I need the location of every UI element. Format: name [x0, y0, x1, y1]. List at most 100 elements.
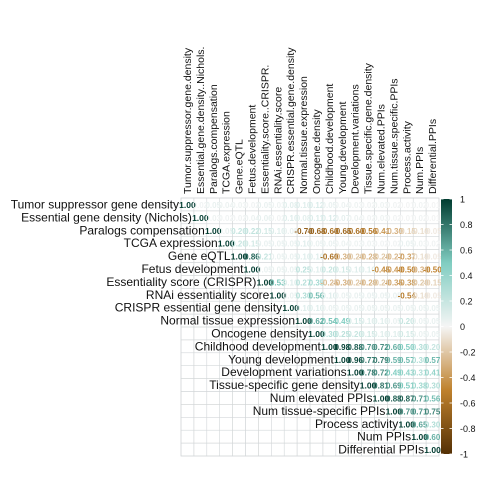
cell-value: 1.00: [179, 200, 196, 210]
column-label: RNAi.essentiality.score: [272, 87, 284, 194]
cell-value: 0.02: [231, 214, 247, 223]
cell-value: 0.88: [386, 394, 402, 403]
cell-value: 0.15: [399, 330, 415, 339]
colorbar-tick-label: 0.4: [460, 271, 473, 281]
cell-value: 0.05: [425, 330, 441, 339]
cell-value: -0.15: [423, 278, 442, 287]
cell-value: 0.72: [373, 343, 389, 352]
cell-value: -0.37: [398, 253, 417, 262]
row-label: CRISPR essential gene density: [115, 301, 282, 315]
cell-value: 0.79: [373, 356, 389, 365]
cell-value: 0.43: [399, 369, 415, 378]
cell-value: 0.05: [270, 240, 286, 249]
cell-value: 0.05: [205, 201, 221, 210]
cell-value: 1.00: [192, 213, 209, 223]
cell-value: -0.30: [333, 253, 352, 262]
colorbar-tick-label: -0.6: [460, 399, 476, 409]
cell-value: 0.10: [309, 253, 325, 262]
cell-value: 0.05: [412, 330, 428, 339]
colorbar-tick-label: 0.6: [460, 246, 473, 256]
cell-value: 0.03: [373, 201, 389, 210]
column-label: Normal.tissue.expression: [298, 76, 310, 194]
cell-value: -0.56: [359, 227, 378, 236]
cell-value: 1.00: [373, 393, 390, 403]
row-label: Process activity: [315, 417, 398, 431]
colorbar-tick-label: -0.2: [460, 348, 476, 358]
cell-value: -0.60: [320, 227, 339, 236]
cell-value: 0.05: [399, 304, 415, 313]
row-label: Differential PPIs: [338, 443, 424, 457]
column-label: Tumor.suppressor.gene.density: [182, 47, 194, 194]
cell-value: 0.05: [386, 317, 402, 326]
cell-value: 0.02: [412, 201, 428, 210]
cell-value: 0.01: [425, 214, 441, 223]
cell-value: 0.05: [309, 240, 325, 249]
cell-value: 0.04: [347, 214, 363, 223]
cell-value: 0.15: [257, 227, 273, 236]
cell-value: 0.05: [334, 304, 350, 313]
cell-value: 0.10: [270, 227, 286, 236]
cell-value: 0.05: [283, 291, 299, 300]
cell-value: 0.59: [386, 356, 402, 365]
column-label: CRISPR.essential.gene.density: [285, 47, 297, 194]
cell-value: 1.00: [424, 445, 441, 455]
row-label: Development variations: [221, 365, 346, 379]
cell-value: 0.57: [425, 356, 441, 365]
cell-value: 1.00: [398, 419, 415, 429]
row-label: Young development: [228, 352, 334, 366]
cell-value: 0.53: [270, 278, 286, 287]
cell-value: 0.10: [283, 278, 299, 287]
cell-value: 0.62: [309, 317, 325, 326]
cell-value: -0.45: [372, 265, 391, 274]
cell-value: 0.20: [425, 343, 441, 352]
cell-value: 0.01: [399, 214, 415, 223]
cell-value: 0.02: [386, 240, 402, 249]
cell-value: 0.04: [218, 201, 234, 210]
cell-value: 0.65: [412, 420, 428, 429]
cell-value: 0.54: [322, 317, 338, 326]
cell-value: 1.00: [218, 239, 235, 249]
cell-value: 0.05: [218, 227, 234, 236]
cell-value: 0.10: [296, 253, 312, 262]
cell-value: -0.20: [346, 253, 365, 262]
cell-value: -0.35: [385, 278, 404, 287]
cell-value: 0.05: [373, 291, 389, 300]
row-label: Childhood development: [195, 339, 322, 353]
cell-value: 0.10: [386, 330, 402, 339]
cell-value: 0.49: [386, 369, 402, 378]
row-label: Num tissue-specific PPIs: [253, 404, 386, 418]
cell-value: 0.81: [373, 382, 389, 391]
cell-value: -0.70: [294, 227, 313, 236]
cell-value: 0.11: [309, 214, 325, 223]
cell-value: 0.03: [205, 214, 221, 223]
cell-value: -0.20: [372, 278, 391, 287]
cell-value: 0.02: [373, 240, 389, 249]
cell-value: 0.02: [244, 201, 260, 210]
cell-value: -0.60: [320, 253, 339, 262]
cell-value: 0.05: [347, 304, 363, 313]
cell-value: 0.05: [270, 265, 286, 274]
cell-value: 0.10: [309, 265, 325, 274]
cell-value: 1.00: [386, 406, 403, 416]
cell-value: 0.05: [257, 201, 273, 210]
cell-value: 0.02: [360, 201, 376, 210]
column-label: TCGA.expression: [221, 111, 233, 194]
cell-value: 0.60: [386, 343, 402, 352]
cell-value: -0.15: [398, 227, 417, 236]
cell-value: 0.20: [399, 317, 415, 326]
colorbar-tick-label: -1: [460, 450, 468, 460]
cell-value: 0.21: [257, 253, 273, 262]
row-label: TCGA expression: [124, 236, 218, 250]
cell-value: 0.05: [360, 291, 376, 300]
cell-value: 1.00: [334, 355, 351, 365]
grid-cell: [425, 442, 440, 457]
cell-value: 0.04: [334, 240, 350, 249]
cell-value: 0.10: [322, 291, 338, 300]
cell-value: 0.15: [334, 265, 350, 274]
cell-value: -0.20: [346, 278, 365, 287]
cell-value: 0.56: [425, 394, 441, 403]
cell-value: 0.10: [296, 304, 312, 313]
row-label: Fetus development: [141, 262, 244, 276]
cell-value: 0.03: [373, 214, 389, 223]
